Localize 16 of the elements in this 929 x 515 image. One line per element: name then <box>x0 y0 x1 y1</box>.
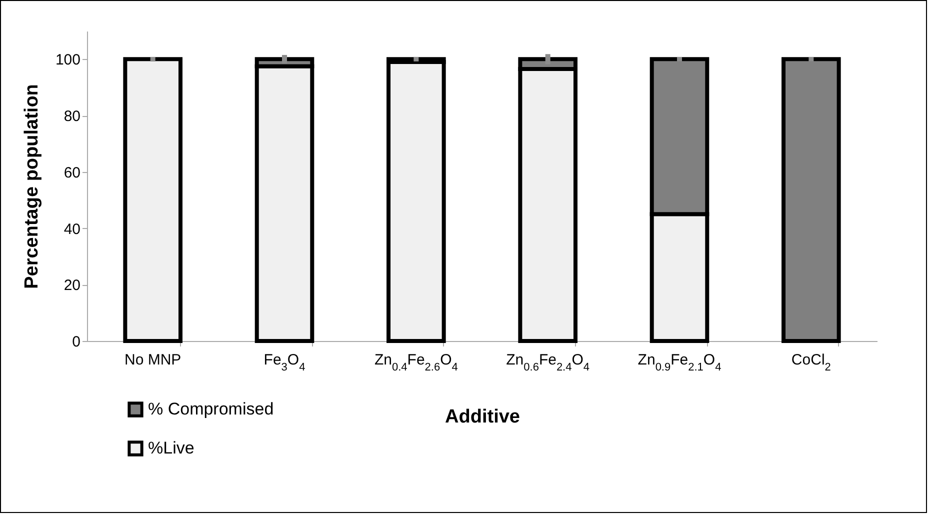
legend-label: % Compromised <box>148 400 274 418</box>
x-tick-label: Zn$_{0.6}$Fe$_{2.4}$O$_{4}$ <box>506 352 590 374</box>
y-tick-label: 0 <box>72 334 80 350</box>
y-axis-title: Percentage population <box>21 84 42 289</box>
y-tick-label: 20 <box>64 277 80 294</box>
y-tick-label: 80 <box>64 108 80 126</box>
x-tick-label: Fe$_{3}$O$_{4}$ <box>264 352 306 374</box>
x-tick-label: Zn$_{0.9}$Fe$_{2.1}$O$_{4}$ <box>638 352 722 374</box>
x-tick-label: CoCl$_{2}$ <box>791 352 831 374</box>
y-tick-label: 40 <box>64 220 80 238</box>
x-axis-title: Additive <box>445 406 520 428</box>
x-tick-label: Zn$_{0.4}$Fe$_{2.6}$O$_{4}$ <box>374 352 458 374</box>
x-tick-label: No MNP <box>124 352 182 368</box>
legend-label: %Live <box>148 438 194 458</box>
y-tick-label: 60 <box>64 164 80 182</box>
y-tick-label: 100 <box>55 52 80 69</box>
